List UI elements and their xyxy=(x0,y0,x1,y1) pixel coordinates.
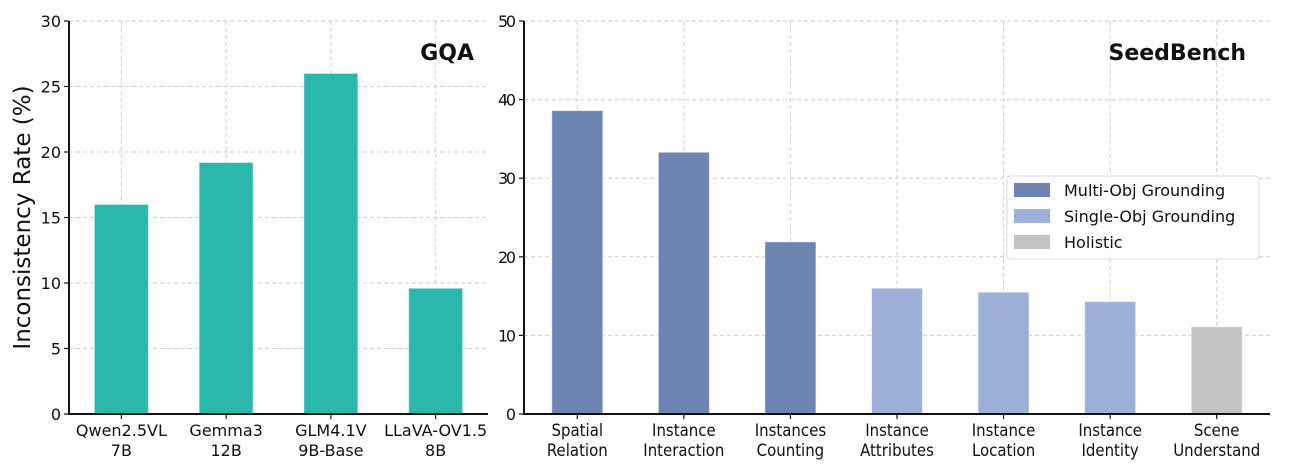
y-tick-label: 40 xyxy=(498,91,516,110)
legend-label: Holistic xyxy=(1064,233,1123,252)
x-tick-label: Instance xyxy=(865,420,929,440)
x-tick-label: Scene xyxy=(1194,420,1240,440)
legend-box xyxy=(1006,175,1260,260)
x-tick-label: Relation xyxy=(547,440,608,460)
x-tick-label: GLM4.1V xyxy=(295,421,367,440)
bar xyxy=(764,241,817,415)
x-tick-label: Instance xyxy=(652,420,716,440)
x-tick-label: 12B xyxy=(210,441,241,460)
bar xyxy=(977,291,1030,415)
x-tick-label: Location xyxy=(972,440,1035,460)
x-tick-label: Interaction xyxy=(643,440,724,460)
x-tick-label: 7B xyxy=(111,441,132,460)
y-tick-label: 20 xyxy=(41,143,61,162)
y-tick-label: 20 xyxy=(498,248,516,267)
legend-swatch xyxy=(1014,183,1050,197)
y-tick-label: 0 xyxy=(506,405,516,424)
x-tick-label: 9B-Base xyxy=(298,441,363,460)
chart-panel-2: 01020304050SpatialRelationInstanceIntera… xyxy=(498,12,1270,460)
y-tick-label: 10 xyxy=(498,326,516,345)
y-tick-label: 50 xyxy=(498,12,516,31)
y-axis-label: Inconsistency Rate (%) xyxy=(10,85,36,349)
bar xyxy=(303,72,359,415)
bar xyxy=(93,203,149,415)
x-tick-label: Instance xyxy=(1078,420,1142,440)
chart-title: SeedBench xyxy=(1109,41,1247,66)
chart-title: GQA xyxy=(420,41,474,66)
x-tick-label: Identity xyxy=(1081,440,1138,460)
legend-label: Multi-Obj Grounding xyxy=(1064,181,1225,200)
bar xyxy=(551,110,604,415)
y-tick-label: 5 xyxy=(51,340,61,359)
x-tick-label: Spatial xyxy=(552,420,603,440)
x-tick-label: LLaVA-OV1.5 xyxy=(384,421,487,440)
x-tick-label: Attributes xyxy=(860,440,934,460)
legend-swatch xyxy=(1014,235,1050,249)
bar xyxy=(198,161,254,415)
x-tick-label: Gemma3 xyxy=(189,421,262,440)
y-tick-label: 25 xyxy=(41,78,61,97)
bar xyxy=(1190,326,1243,415)
y-tick-label: 10 xyxy=(41,274,61,293)
x-tick-label: Instance xyxy=(972,420,1036,440)
bar xyxy=(871,287,923,415)
y-tick-label: 0 xyxy=(51,405,61,424)
y-tick-label: 30 xyxy=(41,12,61,31)
x-tick-label: 8B xyxy=(425,441,446,460)
legend-swatch xyxy=(1014,209,1050,223)
x-tick-label: Counting xyxy=(757,440,825,460)
legend: Multi-Obj Grounding Single-Obj Grounding H… xyxy=(1006,175,1260,260)
bar xyxy=(657,151,710,415)
x-tick-label: Understand xyxy=(1173,440,1260,460)
y-tick-label: 30 xyxy=(498,169,516,188)
bar xyxy=(408,287,464,415)
x-tick-label: Qwen2.5VL xyxy=(76,421,167,440)
legend-label: Single-Obj Grounding xyxy=(1064,207,1235,226)
x-tick-label: Instances xyxy=(755,420,826,440)
bar xyxy=(1084,301,1137,415)
y-tick-label: 15 xyxy=(41,209,61,228)
